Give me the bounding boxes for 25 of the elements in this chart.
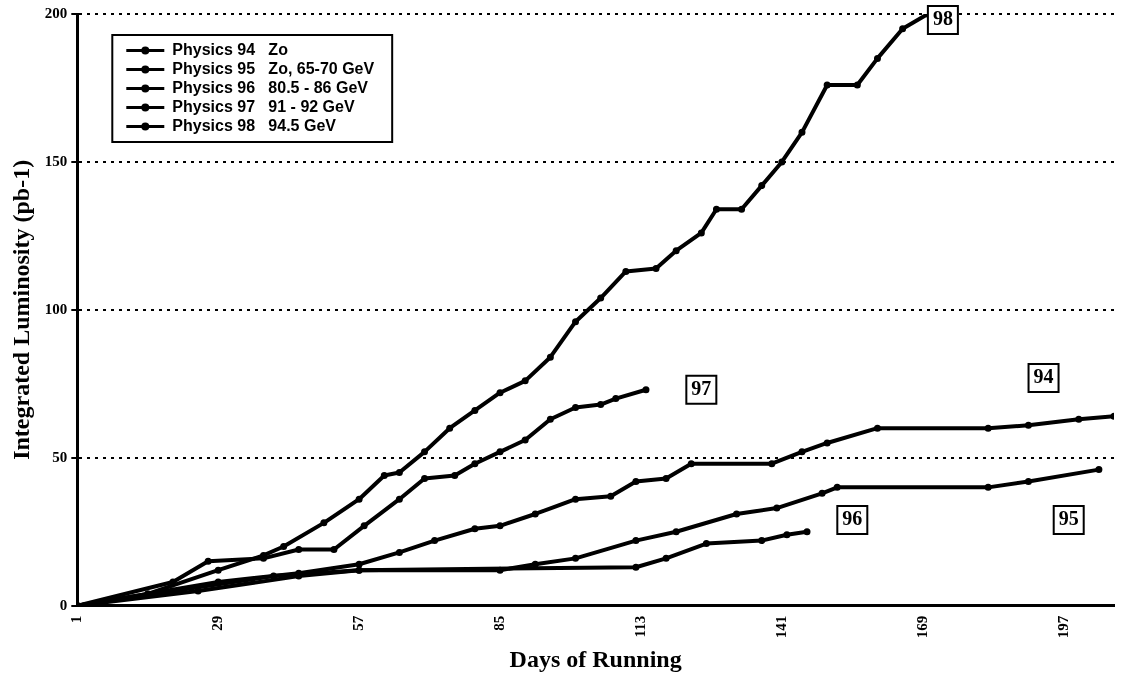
x-tick-label: 85 bbox=[490, 615, 507, 631]
y-tick-label: 200 bbox=[44, 4, 68, 21]
x-tick-label: 113 bbox=[631, 615, 648, 638]
x-tick-label: 141 bbox=[772, 615, 789, 639]
annotation: 97 bbox=[691, 376, 712, 399]
x-tick-label: 57 bbox=[350, 615, 366, 631]
x-tick-label: 29 bbox=[209, 615, 226, 631]
annotation: 96 bbox=[842, 507, 863, 530]
y-tick-label: 100 bbox=[44, 300, 68, 317]
y-tick-label: 0 bbox=[59, 596, 68, 613]
x-axis-title: Days of Running bbox=[509, 645, 682, 672]
annotation: 98 bbox=[932, 7, 953, 30]
annotation: 94 bbox=[1033, 365, 1054, 388]
legend-label: Physics 95 Zo, 65-70 GeV bbox=[172, 59, 375, 77]
legend-label: Physics 94 Zo bbox=[172, 40, 289, 58]
y-axis-title: Integrated Luminosity (pb-1) bbox=[7, 159, 34, 460]
x-tick-label: 1 bbox=[68, 615, 85, 624]
x-tick-label: 169 bbox=[913, 615, 930, 639]
x-tick-label: 197 bbox=[1054, 615, 1071, 639]
y-tick-label: 150 bbox=[44, 152, 68, 169]
y-tick-label: 50 bbox=[52, 448, 68, 465]
legend-label: Physics 98 94.5 GeV bbox=[172, 116, 337, 134]
legend-label: Physics 97 91 - 92 GeV bbox=[172, 97, 355, 115]
annotation: 95 bbox=[1058, 507, 1079, 530]
legend-label: Physics 96 80.5 - 86 GeV bbox=[172, 78, 369, 96]
